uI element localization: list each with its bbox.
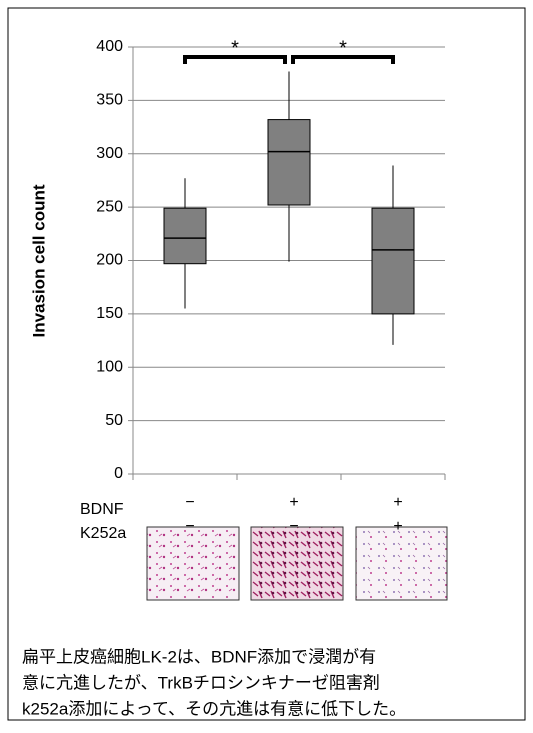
box [163, 207, 207, 265]
micrograph [146, 526, 240, 601]
row-value: − [185, 518, 194, 535]
caption-line: k252a添加によって、その亢進は有意に低下した。 [22, 699, 406, 718]
box [371, 207, 415, 315]
y-axis-label: Invasion cell count [29, 184, 48, 337]
box [267, 119, 311, 206]
row-value: − [185, 494, 194, 511]
significance-bracket [291, 55, 395, 64]
micrograph [355, 526, 448, 601]
y-tick-label: 100 [96, 358, 123, 375]
significance-bracket [183, 55, 287, 64]
y-tick-label: 200 [96, 252, 123, 269]
row-value: + [393, 518, 402, 535]
row-label: BDNF [80, 501, 124, 518]
y-tick-label: 350 [96, 92, 123, 109]
micrograph [250, 526, 344, 601]
caption-line: 意に亢進したが、TrkBチロシンキナーゼ阻害剤 [22, 673, 380, 692]
y-tick-label: 300 [96, 145, 123, 162]
significance-label: * [231, 37, 239, 59]
caption-line: 扁平上皮癌細胞LK-2は、BDNF添加で浸潤が有 [22, 647, 376, 666]
y-tick-label: 250 [96, 198, 123, 215]
significance-label: * [339, 37, 347, 59]
row-value: − [289, 518, 298, 535]
row-label: K252a [80, 525, 126, 542]
row-value: + [289, 494, 298, 511]
y-tick-label: 0 [114, 465, 123, 482]
row-value: + [393, 494, 402, 511]
y-tick-label: 150 [96, 305, 123, 322]
y-tick-label: 400 [96, 38, 123, 55]
frame [7, 7, 526, 721]
y-tick-label: 50 [105, 412, 123, 429]
